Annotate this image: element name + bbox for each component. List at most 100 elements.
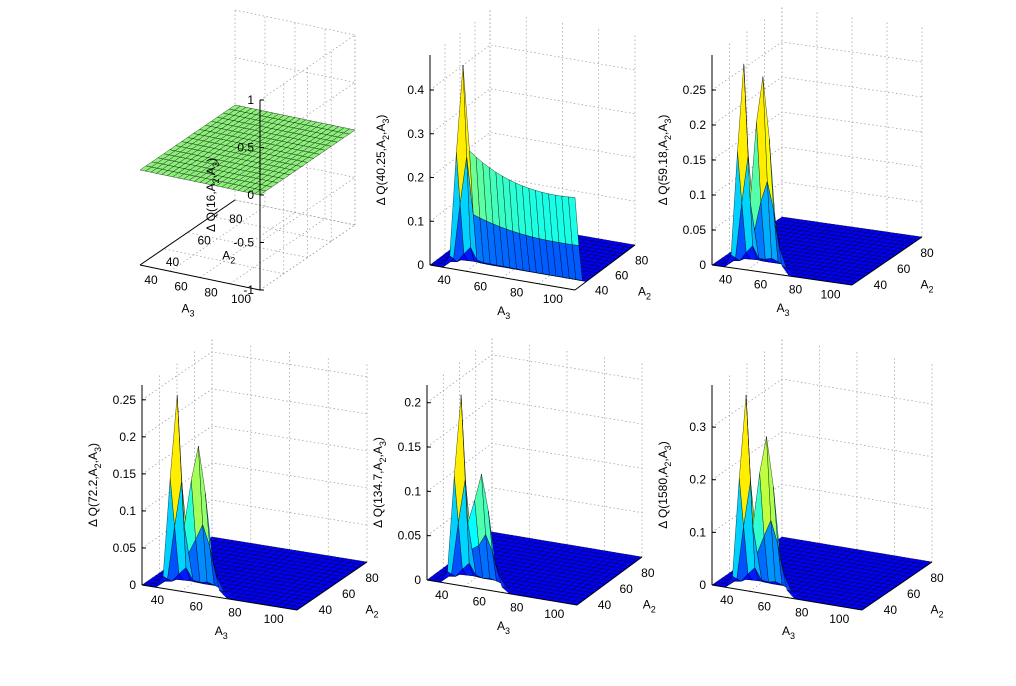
- y-tick-label: 80: [920, 246, 934, 260]
- z-tick-label: -1: [243, 283, 254, 297]
- z-label-suffix: ): [374, 115, 388, 119]
- z-tick-label: 0.1: [404, 484, 421, 498]
- z-label-sub1: 2: [663, 135, 673, 140]
- z-label-sub1: 2: [381, 135, 391, 140]
- z-label-suffix: ): [204, 158, 218, 162]
- z-label-sub1: 2: [663, 462, 673, 467]
- x-tick-label: 60: [474, 279, 488, 293]
- y-axis-label-sub: 2: [646, 291, 651, 301]
- z-label-mid: ,A: [86, 452, 100, 463]
- x-tick-label: 40: [435, 588, 449, 602]
- y-tick-label: 40: [319, 603, 333, 617]
- x-tick-label: 100: [543, 292, 563, 306]
- y-tick-label: 80: [635, 254, 649, 268]
- y-tick-label: 60: [907, 587, 921, 601]
- z-label-suffix: ): [656, 115, 670, 119]
- z-label-mid: ,A: [371, 446, 385, 457]
- z-label-prefix: Δ Q(59.18,A: [656, 140, 670, 205]
- x-axis-line: [429, 264, 576, 291]
- x-axis-label-sub: 3: [505, 626, 510, 636]
- z-label-sub1: 2: [211, 178, 221, 183]
- x-tick-label: 100: [829, 612, 849, 626]
- y-tick-label: 40: [874, 278, 888, 292]
- x-tick-label: 40: [719, 273, 733, 287]
- z-label-sub2: 3: [93, 447, 103, 452]
- grid-line: [211, 215, 332, 242]
- y-axis-line: [574, 244, 636, 291]
- y-tick-label: 80: [229, 212, 243, 226]
- z-tick-label: 1: [247, 93, 254, 107]
- y-tick-label: 60: [897, 262, 911, 276]
- z-tick-label: 0.1: [689, 188, 706, 202]
- y-axis-label-sub: 2: [374, 610, 379, 620]
- z-label-mid: ,A: [656, 450, 670, 461]
- y-tick-label: 80: [641, 566, 655, 580]
- x-tick-label: 80: [510, 286, 524, 300]
- x-axis-line: [711, 584, 863, 611]
- x-axis-line: [139, 264, 261, 291]
- surface: [711, 63, 923, 286]
- x-tick-label: 60: [174, 279, 188, 293]
- z-tick-label: 0.15: [398, 440, 422, 454]
- z-tick-label: 0.05: [398, 529, 422, 543]
- grid-line: [711, 146, 923, 196]
- x-tick-label: 100: [264, 612, 284, 626]
- y-tick-label: 60: [342, 587, 356, 601]
- grid-line: [711, 41, 923, 91]
- y-axis-label-sub: 2: [939, 610, 944, 620]
- surface: [426, 394, 643, 606]
- y-tick-label: 40: [166, 255, 180, 269]
- z-tick-label: 0: [414, 573, 421, 587]
- surface: [139, 104, 356, 196]
- z-label-sub2: 3: [663, 445, 673, 450]
- x-tick-label: 80: [228, 606, 242, 620]
- z-tick-label: 0.1: [119, 504, 136, 518]
- z-axis-label: Δ Q(134.7,A2,A3): [371, 437, 388, 528]
- x-tick-label: 80: [204, 286, 218, 300]
- z-tick-label: 0.4: [407, 83, 424, 97]
- x-tick-label: 80: [510, 601, 524, 615]
- x-axis-line: [711, 264, 853, 286]
- z-tick-label: 0.15: [683, 153, 707, 167]
- z-label-prefix: Δ Q(16,A: [204, 183, 218, 232]
- z-tick-label: 0.15: [113, 467, 137, 481]
- y-axis-label-sub: 2: [651, 605, 656, 615]
- z-tick-label: 0: [417, 258, 424, 272]
- z-tick-label: 0: [247, 188, 254, 202]
- z-label-sub2: 3: [663, 119, 673, 124]
- z-tick-label: 0.3: [407, 127, 424, 141]
- z-tick-label: 0.25: [683, 83, 707, 97]
- x-axis-label-sub: 3: [785, 308, 790, 318]
- x-axis-label-sub: 3: [223, 631, 228, 641]
- z-tick-label: 0.2: [119, 430, 136, 444]
- z-tick-label: 0.05: [683, 223, 707, 237]
- z-label-mid: ,A: [204, 167, 218, 178]
- y-axis-label-sub: 2: [230, 255, 235, 265]
- x-tick-label: 40: [151, 593, 165, 607]
- z-axis-label: Δ Q(16,A2,A3): [204, 158, 221, 232]
- z-label-prefix: Δ Q(40.25,A: [374, 140, 388, 205]
- x-axis-line: [426, 579, 578, 606]
- z-tick-label: 0: [699, 578, 706, 592]
- z-label-suffix: ): [86, 443, 100, 447]
- y-tick-label: 80: [930, 571, 944, 585]
- x-tick-label: 40: [720, 593, 734, 607]
- z-tick-label: 0: [129, 578, 136, 592]
- y-tick-label: 60: [620, 582, 634, 596]
- z-tick-label: -0.5: [233, 236, 254, 250]
- x-axis-label-sub: 3: [505, 311, 510, 321]
- z-label-mid: ,A: [656, 124, 670, 135]
- z-tick-label: 0.3: [689, 420, 706, 434]
- z-label-suffix: ): [656, 441, 670, 445]
- x-axis-label-sub: 3: [790, 631, 795, 641]
- z-axis-label: Δ Q(59.18,A2,A3): [656, 115, 673, 206]
- surface: [429, 65, 636, 282]
- z-label-prefix: Δ Q(1580,A: [656, 467, 670, 529]
- x-tick-label: 40: [144, 273, 158, 287]
